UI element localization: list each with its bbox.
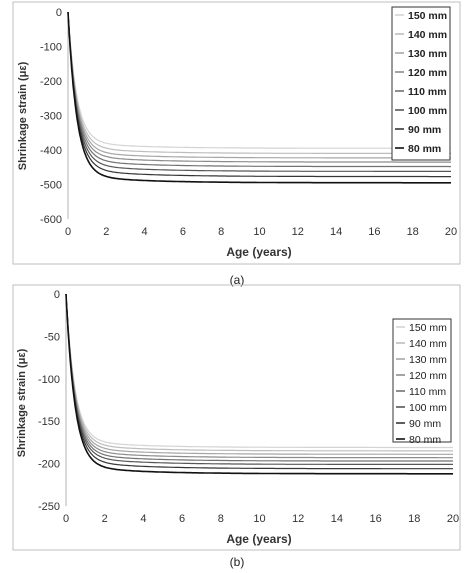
y-tick-label: -150 [38,416,60,428]
legend-label: 100 mm [409,402,447,414]
legend-label: 130 mm [408,48,447,60]
y-tick-label: -50 [44,331,60,343]
y-tick-label: -300 [40,111,62,123]
series-line [65,294,453,475]
x-tick-label: 10 [253,226,265,238]
x-tick-label: 12 [292,513,304,525]
legend-label: 140 mm [408,29,447,41]
y-tick-label: -250 [38,501,60,513]
y-tick-label: -500 [40,180,62,192]
x-tick-label: 6 [179,513,185,525]
x-tick-label: 16 [368,226,380,238]
legend: 150 mm 140 mm 130 mm 120 mm 110 mm 100 mm 90 m… [391,6,451,161]
legend-label: 90 mm [408,124,441,136]
x-tick-label: 4 [140,513,146,525]
legend-label: 90 mm [409,418,441,430]
x-tick-label: 8 [218,513,224,525]
legend-label: 80 mm [408,143,441,155]
x-tick-label: 18 [407,226,419,238]
x-tick-label: 14 [331,513,343,525]
y-tick-label: -100 [38,374,60,386]
series-line [67,12,451,149]
y-axis-title: Shrinkage strain (με) [16,348,28,457]
legend-box [391,6,451,161]
x-axis-title: Age (years) [226,532,291,546]
y-axis-title: Shrinkage strain (με) [17,61,29,170]
y-tick-label: -600 [40,214,62,226]
panel-label-b: (b) [230,555,245,569]
panel-label-a: (a) [230,273,245,287]
x-axis-title: Age (years) [226,245,291,259]
series-lines [67,12,452,184]
legend-label: 140 mm [409,338,447,350]
x-tick-label: 14 [330,226,342,238]
x-tick-label: 2 [102,513,108,525]
x-tick-label: 10 [253,513,265,525]
x-tick-label: 0 [65,226,71,238]
series-line [67,12,451,184]
legend-label: 150 mm [409,322,447,334]
chart-area-border [12,284,461,551]
y-tick-label: -200 [38,459,60,471]
x-tick-label: 4 [142,226,148,238]
y-tick-label: -400 [40,145,62,157]
y-tick-label: -100 [40,42,62,54]
x-tick-label: 16 [369,513,381,525]
x-tick-label: 8 [218,226,224,238]
x-tick-label: 20 [447,513,459,525]
x-tick-label: 12 [292,226,304,238]
x-tick-label: 18 [408,513,420,525]
y-tick-label: -200 [40,76,62,88]
y-tick-label: 0 [56,7,62,19]
legend-label: 120 mm [408,67,447,79]
legend-label: 120 mm [409,370,447,382]
y-tick-label: 0 [54,289,60,301]
legend-label: 110 mm [409,386,446,398]
legend-label: 130 mm [409,354,447,366]
series-lines [65,294,453,475]
x-tick-label: 2 [103,226,109,238]
legend-label: 110 mm [408,86,447,98]
legend: 150 mm 140 mm 130 mm 120 mm 110 mm 100 mm 90 m… [392,318,452,446]
legend-label: 150 mm [408,10,447,22]
x-tick-label: 0 [63,513,69,525]
legend-label: 100 mm [408,105,447,117]
x-tick-label: 20 [445,226,457,238]
legend-label: 80 mm [409,434,441,446]
legend-box [392,318,452,443]
x-tick-label: 6 [180,226,186,238]
chart-area-border [12,1,461,265]
